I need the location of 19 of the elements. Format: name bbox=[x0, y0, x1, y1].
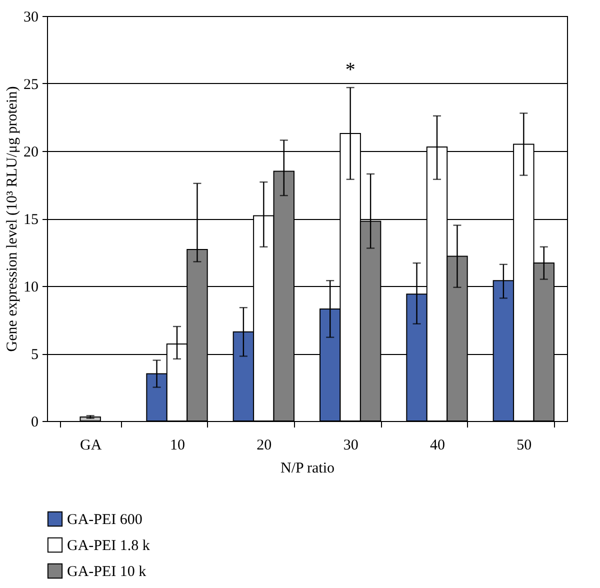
y-tick-label: 20 bbox=[24, 144, 38, 160]
legend-label: GA-PEI 600 bbox=[67, 512, 142, 528]
legend-label: GA-PEI 1.8 k bbox=[67, 538, 150, 554]
x-tick-label: 50 bbox=[516, 438, 532, 454]
x-tick-label: GA bbox=[80, 438, 102, 454]
x-tick-label: 20 bbox=[256, 438, 272, 454]
annotation: * bbox=[345, 59, 356, 81]
y-tick-label: 25 bbox=[24, 77, 38, 93]
y-axis-title: Gene expression level (10³ RLU/μg protein) bbox=[4, 86, 20, 352]
x-axis-title: N/P ratio bbox=[280, 460, 335, 476]
legend-label: GA-PEI 10 k bbox=[67, 564, 147, 580]
x-tick-label: 40 bbox=[430, 438, 445, 454]
y-tick-label: 0 bbox=[31, 414, 38, 430]
x-tick-label: 30 bbox=[343, 438, 358, 454]
y-tick-label: 15 bbox=[24, 212, 38, 228]
x-tick-label: 10 bbox=[170, 438, 185, 454]
y-tick-label: 5 bbox=[31, 347, 38, 363]
y-tick-label: 10 bbox=[24, 280, 38, 296]
y-tick-label: 30 bbox=[24, 10, 38, 26]
